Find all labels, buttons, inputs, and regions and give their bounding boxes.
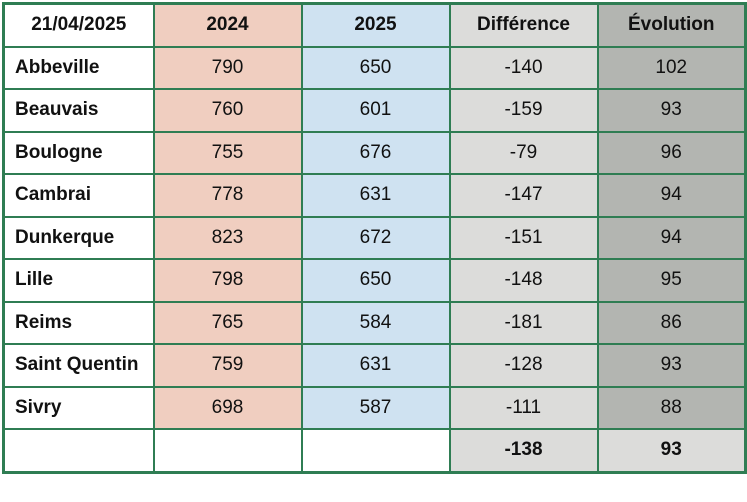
- cell-2025: 650: [300, 258, 451, 303]
- cell-city: Boulogne: [2, 130, 155, 175]
- cell-2024: 760: [152, 88, 303, 133]
- cell-2024: 755: [152, 130, 303, 175]
- cell-difference: -128: [448, 343, 599, 388]
- table-row: Cambrai 778 631 -147 94: [2, 173, 747, 218]
- summary-cell-difference: -138: [448, 428, 599, 473]
- table-row: Saint Quentin 759 631 -128 93: [2, 343, 747, 388]
- table-header: 21/04/2025 2024 2025 Différence Évolutio…: [2, 2, 747, 48]
- cell-city: Lille: [2, 258, 155, 303]
- cell-evolution: 88: [596, 385, 747, 430]
- table-row: Beauvais 760 601 -159 93: [2, 88, 747, 133]
- summary-cell-2024: [152, 428, 303, 473]
- summary-cell-evolution: 93: [596, 428, 747, 473]
- cell-city: Cambrai: [2, 173, 155, 218]
- cell-evolution: 93: [596, 343, 747, 388]
- cell-2025: 631: [300, 343, 451, 388]
- cell-difference: -140: [448, 45, 599, 90]
- cell-evolution: 93: [596, 88, 747, 133]
- cell-difference: -111: [448, 385, 599, 430]
- cell-2024: 798: [152, 258, 303, 303]
- header-cell-difference: Différence: [448, 2, 599, 48]
- cell-2024: 790: [152, 45, 303, 90]
- cell-difference: -181: [448, 300, 599, 345]
- cell-2025: 676: [300, 130, 451, 175]
- cell-evolution: 95: [596, 258, 747, 303]
- table-row: Dunkerque 823 672 -151 94: [2, 215, 747, 260]
- cell-2025: 587: [300, 385, 451, 430]
- cell-evolution: 94: [596, 215, 747, 260]
- cell-city: Beauvais: [2, 88, 155, 133]
- cell-evolution: 94: [596, 173, 747, 218]
- table-row: Boulogne 755 676 -79 96: [2, 130, 747, 175]
- header-cell-2025: 2025: [300, 2, 451, 48]
- cell-difference: -148: [448, 258, 599, 303]
- cell-city: Reims: [2, 300, 155, 345]
- cell-difference: -159: [448, 88, 599, 133]
- cell-city: Abbeville: [2, 45, 155, 90]
- summary-cell-2025: [300, 428, 451, 473]
- cell-city: Sivry: [2, 385, 155, 430]
- cell-evolution: 96: [596, 130, 747, 175]
- summary-row: -138 93: [2, 428, 747, 473]
- cell-2024: 698: [152, 385, 303, 430]
- cell-2024: 759: [152, 343, 303, 388]
- cell-2025: 631: [300, 173, 451, 218]
- table-row: Abbeville 790 650 -140 102: [2, 45, 747, 90]
- table-row: Lille 798 650 -148 95: [2, 258, 747, 303]
- cell-2025: 650: [300, 45, 451, 90]
- cell-difference: -151: [448, 215, 599, 260]
- cell-difference: -147: [448, 173, 599, 218]
- header-cell-evolution: Évolution: [596, 2, 747, 48]
- cell-city: Dunkerque: [2, 215, 155, 260]
- cell-2024: 765: [152, 300, 303, 345]
- table-body: Abbeville 790 650 -140 102 Beauvais 760 …: [2, 45, 747, 473]
- cell-evolution: 102: [596, 45, 747, 90]
- cell-2025: 601: [300, 88, 451, 133]
- cell-2024: 778: [152, 173, 303, 218]
- table-row: Sivry 698 587 -111 88: [2, 385, 747, 430]
- summary-cell-city: [2, 428, 155, 473]
- cell-2024: 823: [152, 215, 303, 260]
- cell-2025: 672: [300, 215, 451, 260]
- cell-2025: 584: [300, 300, 451, 345]
- cell-difference: -79: [448, 130, 599, 175]
- cell-city: Saint Quentin: [2, 343, 155, 388]
- header-cell-date: 21/04/2025: [2, 2, 155, 48]
- header-cell-2024: 2024: [152, 2, 303, 48]
- header-row: 21/04/2025 2024 2025 Différence Évolutio…: [2, 2, 747, 48]
- cell-evolution: 86: [596, 300, 747, 345]
- table-row: Reims 765 584 -181 86: [2, 300, 747, 345]
- data-table: 21/04/2025 2024 2025 Différence Évolutio…: [2, 2, 747, 474]
